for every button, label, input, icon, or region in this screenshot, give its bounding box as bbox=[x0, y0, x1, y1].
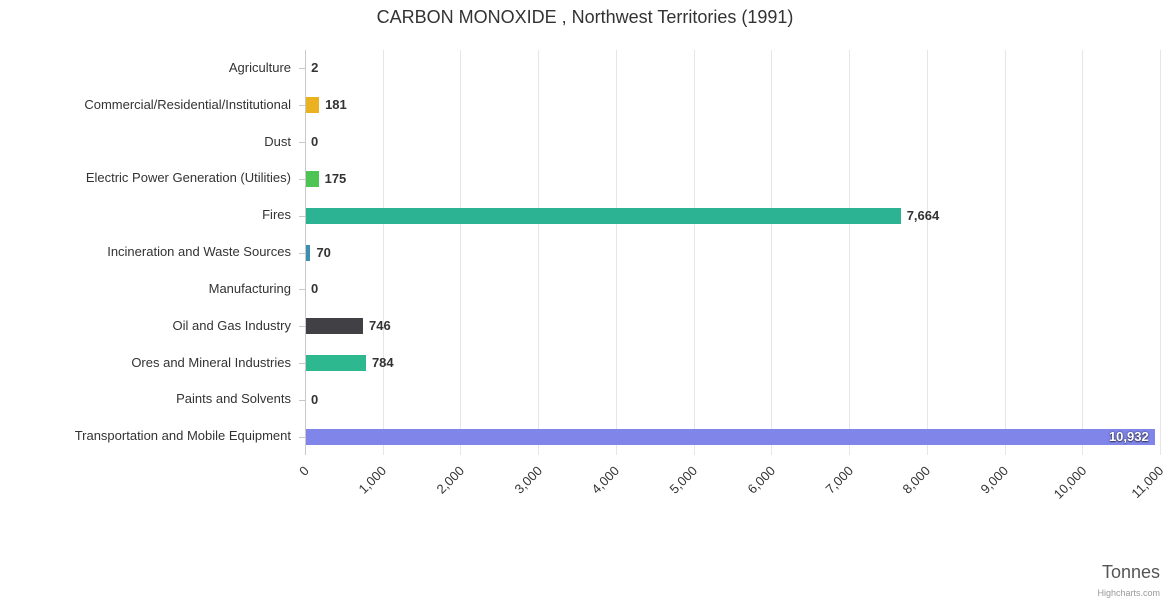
category-label: Dust bbox=[264, 133, 291, 149]
x-tick-label-text: 3,000 bbox=[511, 463, 545, 497]
y-axis-tick bbox=[299, 252, 305, 254]
category-label: Incineration and Waste Sources bbox=[107, 244, 291, 260]
value-label: 175 bbox=[324, 170, 347, 186]
y-axis-labels: Agriculture Commercial/Residential/Instit… bbox=[0, 50, 291, 455]
x-tick-label-text: 4,000 bbox=[588, 463, 623, 497]
x-tick-label-text: 0 bbox=[295, 463, 312, 479]
gridline bbox=[615, 50, 617, 455]
y-axis-tick bbox=[299, 215, 305, 217]
gridline bbox=[1160, 50, 1161, 455]
category-label: Commercial/Residential/Institutional bbox=[84, 96, 291, 112]
gridline bbox=[382, 50, 384, 455]
y-axis-tick bbox=[299, 105, 305, 107]
y-axis-tick bbox=[299, 68, 305, 70]
x-axis-title: Tonnes bbox=[1101, 562, 1160, 582]
y-axis-tick bbox=[299, 326, 305, 328]
bar[interactable] bbox=[305, 428, 1155, 445]
value-label: 10,932 bbox=[1108, 428, 1149, 444]
x-tick-label-text: 11,000 bbox=[1128, 463, 1167, 502]
gridline bbox=[460, 50, 462, 455]
value-label: 181 bbox=[325, 97, 347, 113]
plot-area: 2 181 0 175 7,664 70 0 746 784 0 10,932 bbox=[305, 50, 1161, 455]
bar[interactable] bbox=[305, 170, 319, 187]
x-tick-label-text: 1,000 bbox=[355, 463, 390, 497]
category-label: Fires bbox=[262, 207, 291, 223]
value-label: 0 bbox=[311, 281, 319, 297]
bar[interactable] bbox=[305, 318, 363, 335]
bar[interactable] bbox=[305, 244, 311, 261]
y-axis-tick bbox=[299, 436, 305, 438]
value-label: 784 bbox=[371, 354, 394, 370]
y-axis-tick bbox=[299, 289, 305, 291]
gridline bbox=[693, 50, 695, 455]
category-label: Manufacturing bbox=[208, 280, 291, 296]
gridline bbox=[1004, 50, 1006, 455]
highcharts-credits-link[interactable]: Highcharts.com bbox=[1097, 588, 1160, 598]
chart-title: CARBON MONOXIDE , Northwest Territories … bbox=[376, 7, 794, 27]
value-label: 70 bbox=[316, 244, 331, 260]
y-axis-tick bbox=[299, 178, 305, 180]
category-label: Ores and Mineral Industries bbox=[131, 354, 291, 370]
gridline bbox=[926, 50, 928, 455]
x-tick-label-text: 7,000 bbox=[822, 463, 856, 497]
bar[interactable] bbox=[305, 97, 320, 114]
y-axis-tick bbox=[299, 142, 305, 144]
y-axis-tick bbox=[299, 399, 305, 401]
x-tick-label-text: 2,000 bbox=[433, 463, 468, 497]
value-label: 746 bbox=[368, 318, 391, 334]
x-tick-label-text: 10,000 bbox=[1050, 463, 1089, 502]
x-axis-labels: 0 1,000 2,000 3,000 4,000 5,000 6,000 7,000 8,00… bbox=[296, 455, 1167, 545]
gridline bbox=[849, 50, 851, 455]
bar[interactable] bbox=[305, 207, 901, 224]
x-tick-label-text: 6,000 bbox=[744, 463, 778, 497]
y-axis-tick bbox=[299, 362, 305, 364]
category-label: Electric Power Generation (Utilities) bbox=[85, 170, 291, 186]
category-label: Paints and Solvents bbox=[176, 391, 291, 407]
gridline bbox=[771, 50, 773, 455]
y-axis-ticks bbox=[299, 50, 305, 455]
x-tick-label-text: 8,000 bbox=[899, 463, 934, 497]
x-tick-label-text: 9,000 bbox=[977, 463, 1012, 497]
gridline bbox=[1082, 50, 1084, 455]
category-label: Transportation and Mobile Equipment bbox=[74, 428, 291, 444]
value-label: 2 bbox=[311, 60, 319, 76]
bar[interactable] bbox=[305, 354, 366, 371]
value-label: 7,664 bbox=[906, 207, 940, 223]
value-label: 0 bbox=[311, 134, 319, 150]
y-axis-line bbox=[305, 50, 306, 455]
category-label: Agriculture bbox=[228, 60, 291, 75]
value-label: 0 bbox=[311, 391, 319, 407]
category-label: Oil and Gas Industry bbox=[172, 317, 292, 333]
gridline bbox=[538, 50, 540, 455]
x-tick-label-text: 5,000 bbox=[666, 463, 701, 497]
